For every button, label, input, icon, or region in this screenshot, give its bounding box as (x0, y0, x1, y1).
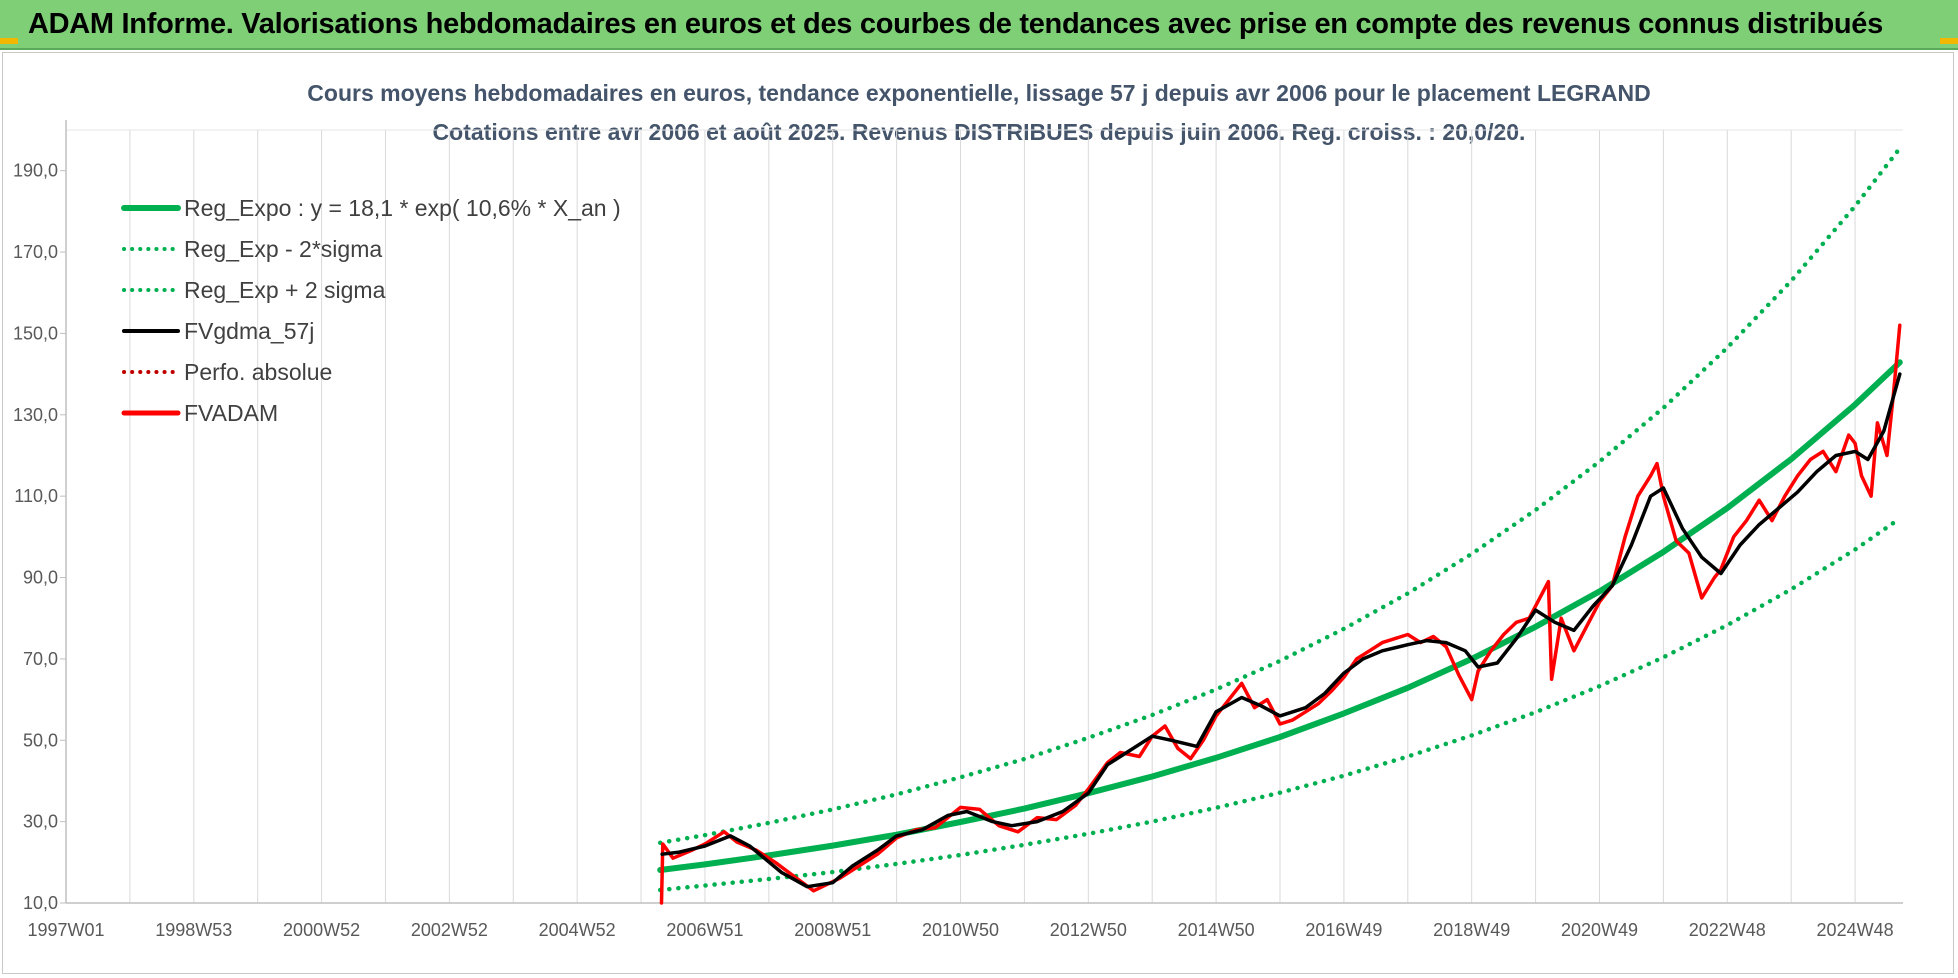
x-tick-label: 2008W51 (794, 920, 871, 940)
legend-label-0: Reg_Expo : y = 18,1 * exp( 10,6% * X_an … (184, 195, 621, 221)
legend-label-5: FVADAM (184, 400, 278, 426)
x-tick-label: 2018W49 (1433, 920, 1510, 940)
y-tick-label: 130,0 (13, 405, 58, 425)
legend: Reg_Expo : y = 18,1 * exp( 10,6% * X_an … (121, 195, 621, 426)
corner-marker-right (1940, 38, 1958, 44)
series-line-0 (657, 359, 1903, 873)
y-tick-label: 90,0 (23, 568, 58, 588)
axes: 10,0 30,0 50,0 70,0 90,0 110,0 130,0 150,0 170,0… (13, 120, 1903, 940)
y-tick-label: 110,0 (14, 486, 58, 506)
chart-subtitle: Cotations entre avr 2006 et août 2025. R… (432, 119, 1526, 145)
legend-label-4: Perfo. absolue (184, 359, 332, 385)
corner-marker-left (0, 38, 18, 44)
y-tick-label: 70,0 (23, 649, 58, 669)
x-tick-label: 1997W01 (27, 920, 104, 940)
legend-label-1: Reg_Exp - 2*sigma (184, 236, 382, 262)
y-tick-label: 150,0 (13, 323, 58, 343)
x-tick-label: 2014W50 (1178, 920, 1255, 940)
y-tick-label: 50,0 (23, 730, 58, 750)
series-lines (657, 146, 1903, 905)
x-tick-label: 2010W50 (922, 920, 999, 940)
series-line-2 (657, 146, 1903, 846)
x-tick-label: 2002W52 (411, 920, 488, 940)
x-tick-label: 2004W52 (539, 920, 616, 940)
y-tick-label: 30,0 (23, 812, 58, 832)
legend-label-3: FVgdma_57j (184, 318, 314, 344)
y-tick-label: 190,0 (13, 161, 58, 181)
series-line-5 (659, 323, 1902, 905)
x-tick-label: 2012W50 (1050, 920, 1127, 940)
y-tick-label: 170,0 (13, 242, 58, 262)
chart-title: Cours moyens hebdomadaires en euros, ten… (307, 80, 1651, 106)
x-tick-label: 2000W52 (283, 920, 360, 940)
y-tick-label: 10,0 (23, 893, 58, 913)
x-tick-label: 2006W51 (666, 920, 743, 940)
header-banner: ADAM Informe. Valorisations hebdomadaire… (0, 0, 1958, 50)
series-line-1 (657, 516, 1903, 893)
x-tick-label: 2024W48 (1817, 920, 1894, 940)
legend-label-2: Reg_Exp + 2 sigma (184, 277, 386, 303)
x-tick-label: 2020W49 (1561, 920, 1638, 940)
chart-frame (2, 52, 1954, 974)
grid-lines (65, 129, 1903, 903)
series-line-3 (660, 372, 1902, 889)
x-tick-label: 2022W48 (1689, 920, 1766, 940)
page-title: ADAM Informe. Valorisations hebdomadaire… (28, 8, 1883, 40)
x-tick-label: 2016W49 (1305, 920, 1382, 940)
x-tick-label: 1998W53 (155, 920, 232, 940)
